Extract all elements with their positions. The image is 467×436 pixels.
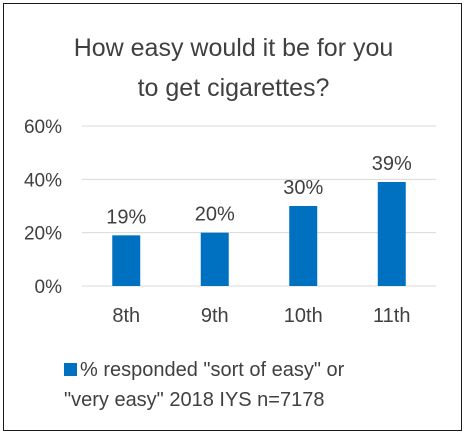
bar-11th	[377, 182, 406, 286]
y-tick-label: 60%	[24, 117, 62, 138]
data-labels: 19% 20% 30% 39%	[106, 153, 412, 228]
chart-title: How easy would it be for you to get ciga…	[0, 28, 467, 108]
data-label: 19%	[106, 206, 146, 228]
category-label: 10th	[284, 305, 323, 327]
category-label: 9th	[201, 305, 229, 327]
category-label: 11th	[373, 305, 410, 327]
y-tick-label: 40%	[24, 170, 62, 191]
category-label: 8th	[112, 305, 140, 327]
data-label: 30%	[283, 177, 323, 199]
data-label: 20%	[195, 204, 235, 226]
y-tick-label: 20%	[24, 224, 62, 245]
chart-title-line-2: to get cigarettes?	[137, 74, 330, 102]
chart-title-line-1: How easy would it be for you	[73, 34, 394, 62]
y-tick-label: 0%	[35, 277, 63, 298]
legend: % responded "sort of easy" or "very easy…	[64, 355, 394, 415]
y-axis-tick-labels: 0% 20% 40% 60%	[24, 117, 62, 298]
bars	[112, 182, 406, 286]
gridlines	[82, 125, 436, 287]
bar-10th	[289, 206, 318, 286]
legend-label: % responded "sort of easy" or "very easy…	[64, 359, 345, 411]
data-label: 39%	[372, 153, 412, 175]
bar-8th	[112, 235, 141, 286]
x-axis-category-labels: 8th 9th 10th 11th	[112, 305, 410, 327]
bar-9th	[200, 232, 229, 286]
legend-swatch	[64, 363, 77, 376]
